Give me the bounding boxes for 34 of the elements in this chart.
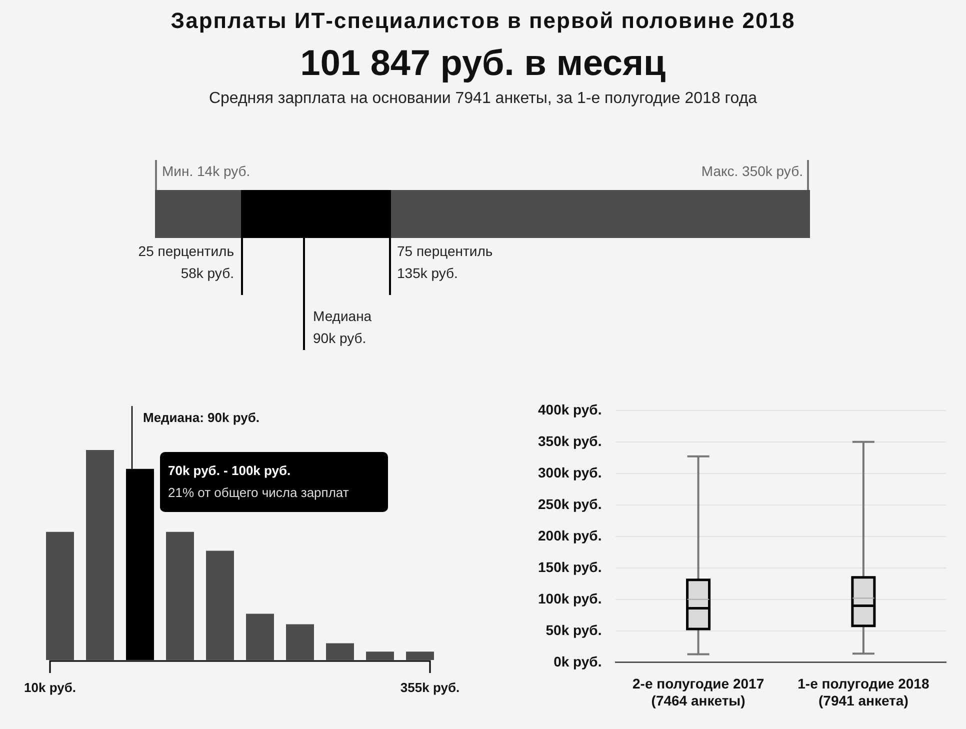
text: 10k руб. — [24, 680, 76, 695]
x-tick-label: 2-е полугодие 2017 (7464 анкеты) — [632, 676, 764, 708]
text: Зарплаты ИТ-специалистов в первой половине 2018 — [170, 8, 796, 34]
y-tick-label: 200k руб. — [538, 527, 602, 544]
text: Медиана 90k руб. — [313, 307, 372, 348]
y-tick-label: 0k руб. — [554, 653, 602, 670]
y-tick-label: 150k руб. — [538, 558, 602, 575]
bar — [406, 652, 434, 660]
bar — [46, 532, 74, 660]
bar — [366, 652, 394, 660]
text: Средняя зарплата на основании 7941 анкеты, за 1-е полугодие 2018 года — [208, 90, 758, 108]
text: Мин. 14k руб. — [162, 162, 250, 181]
y-tick-label: 400k руб. — [538, 401, 602, 418]
x-tick-label: 1-е полугодие 2018 (7941 анкета) — [798, 676, 930, 708]
text: 25 перцентиль 58k руб. — [138, 242, 234, 283]
bar — [166, 532, 194, 660]
bar — [286, 624, 314, 660]
text: 101 847 руб. в месяц — [299, 42, 667, 84]
y-tick-label: 300k руб. — [538, 464, 602, 480]
text: 355k руб. — [400, 680, 460, 695]
y-tick-label: 50k руб. — [546, 622, 602, 638]
text: 75 перцентиль 135k руб. — [397, 242, 493, 283]
y-tick-label: 350k руб. — [538, 432, 602, 449]
annotation: 21% от общего числа зарплат — [168, 484, 350, 502]
text: Макс. 350k руб. — [701, 162, 803, 181]
y-tick-label: 250k руб. — [538, 496, 602, 512]
y-tick-label: 100k руб. — [538, 590, 602, 606]
bar — [326, 643, 354, 660]
bar — [206, 550, 234, 660]
bar — [246, 614, 274, 660]
text: Медиана: 90k руб. — [143, 410, 260, 425]
tooltip-box: 70k руб. - 100k руб. 21% от общего числа зарплат — [160, 452, 388, 512]
annotation: 70k руб. - 100k руб. — [168, 462, 292, 480]
bar — [86, 450, 114, 660]
